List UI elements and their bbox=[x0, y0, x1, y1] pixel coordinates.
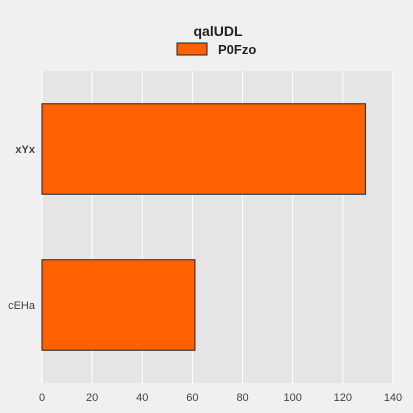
legend-swatch bbox=[176, 42, 208, 56]
bar-cEHa bbox=[41, 259, 196, 351]
x-tick-label: 20 bbox=[86, 392, 98, 404]
bars bbox=[41, 103, 366, 351]
x-tick-label: 40 bbox=[136, 392, 148, 404]
x-axis-ticks: 0 20 40 60 80 100 120 140 bbox=[39, 392, 402, 404]
y-axis-ticks: xYx cEHa bbox=[8, 144, 36, 312]
chart-title: qalUDL bbox=[194, 23, 243, 39]
bar-xYx bbox=[41, 103, 366, 195]
x-tick-label: 80 bbox=[236, 392, 248, 404]
x-tick-label: 100 bbox=[284, 392, 302, 404]
legend: P0Fzo bbox=[176, 42, 256, 57]
x-tick-label: 120 bbox=[334, 392, 352, 404]
x-tick-label: 140 bbox=[384, 392, 402, 404]
legend-label: P0Fzo bbox=[218, 42, 256, 57]
x-tick-label: 0 bbox=[39, 392, 45, 404]
y-tick-label: cEHa bbox=[8, 300, 36, 312]
y-tick-label: xYx bbox=[15, 144, 35, 156]
x-tick-label: 60 bbox=[186, 392, 198, 404]
